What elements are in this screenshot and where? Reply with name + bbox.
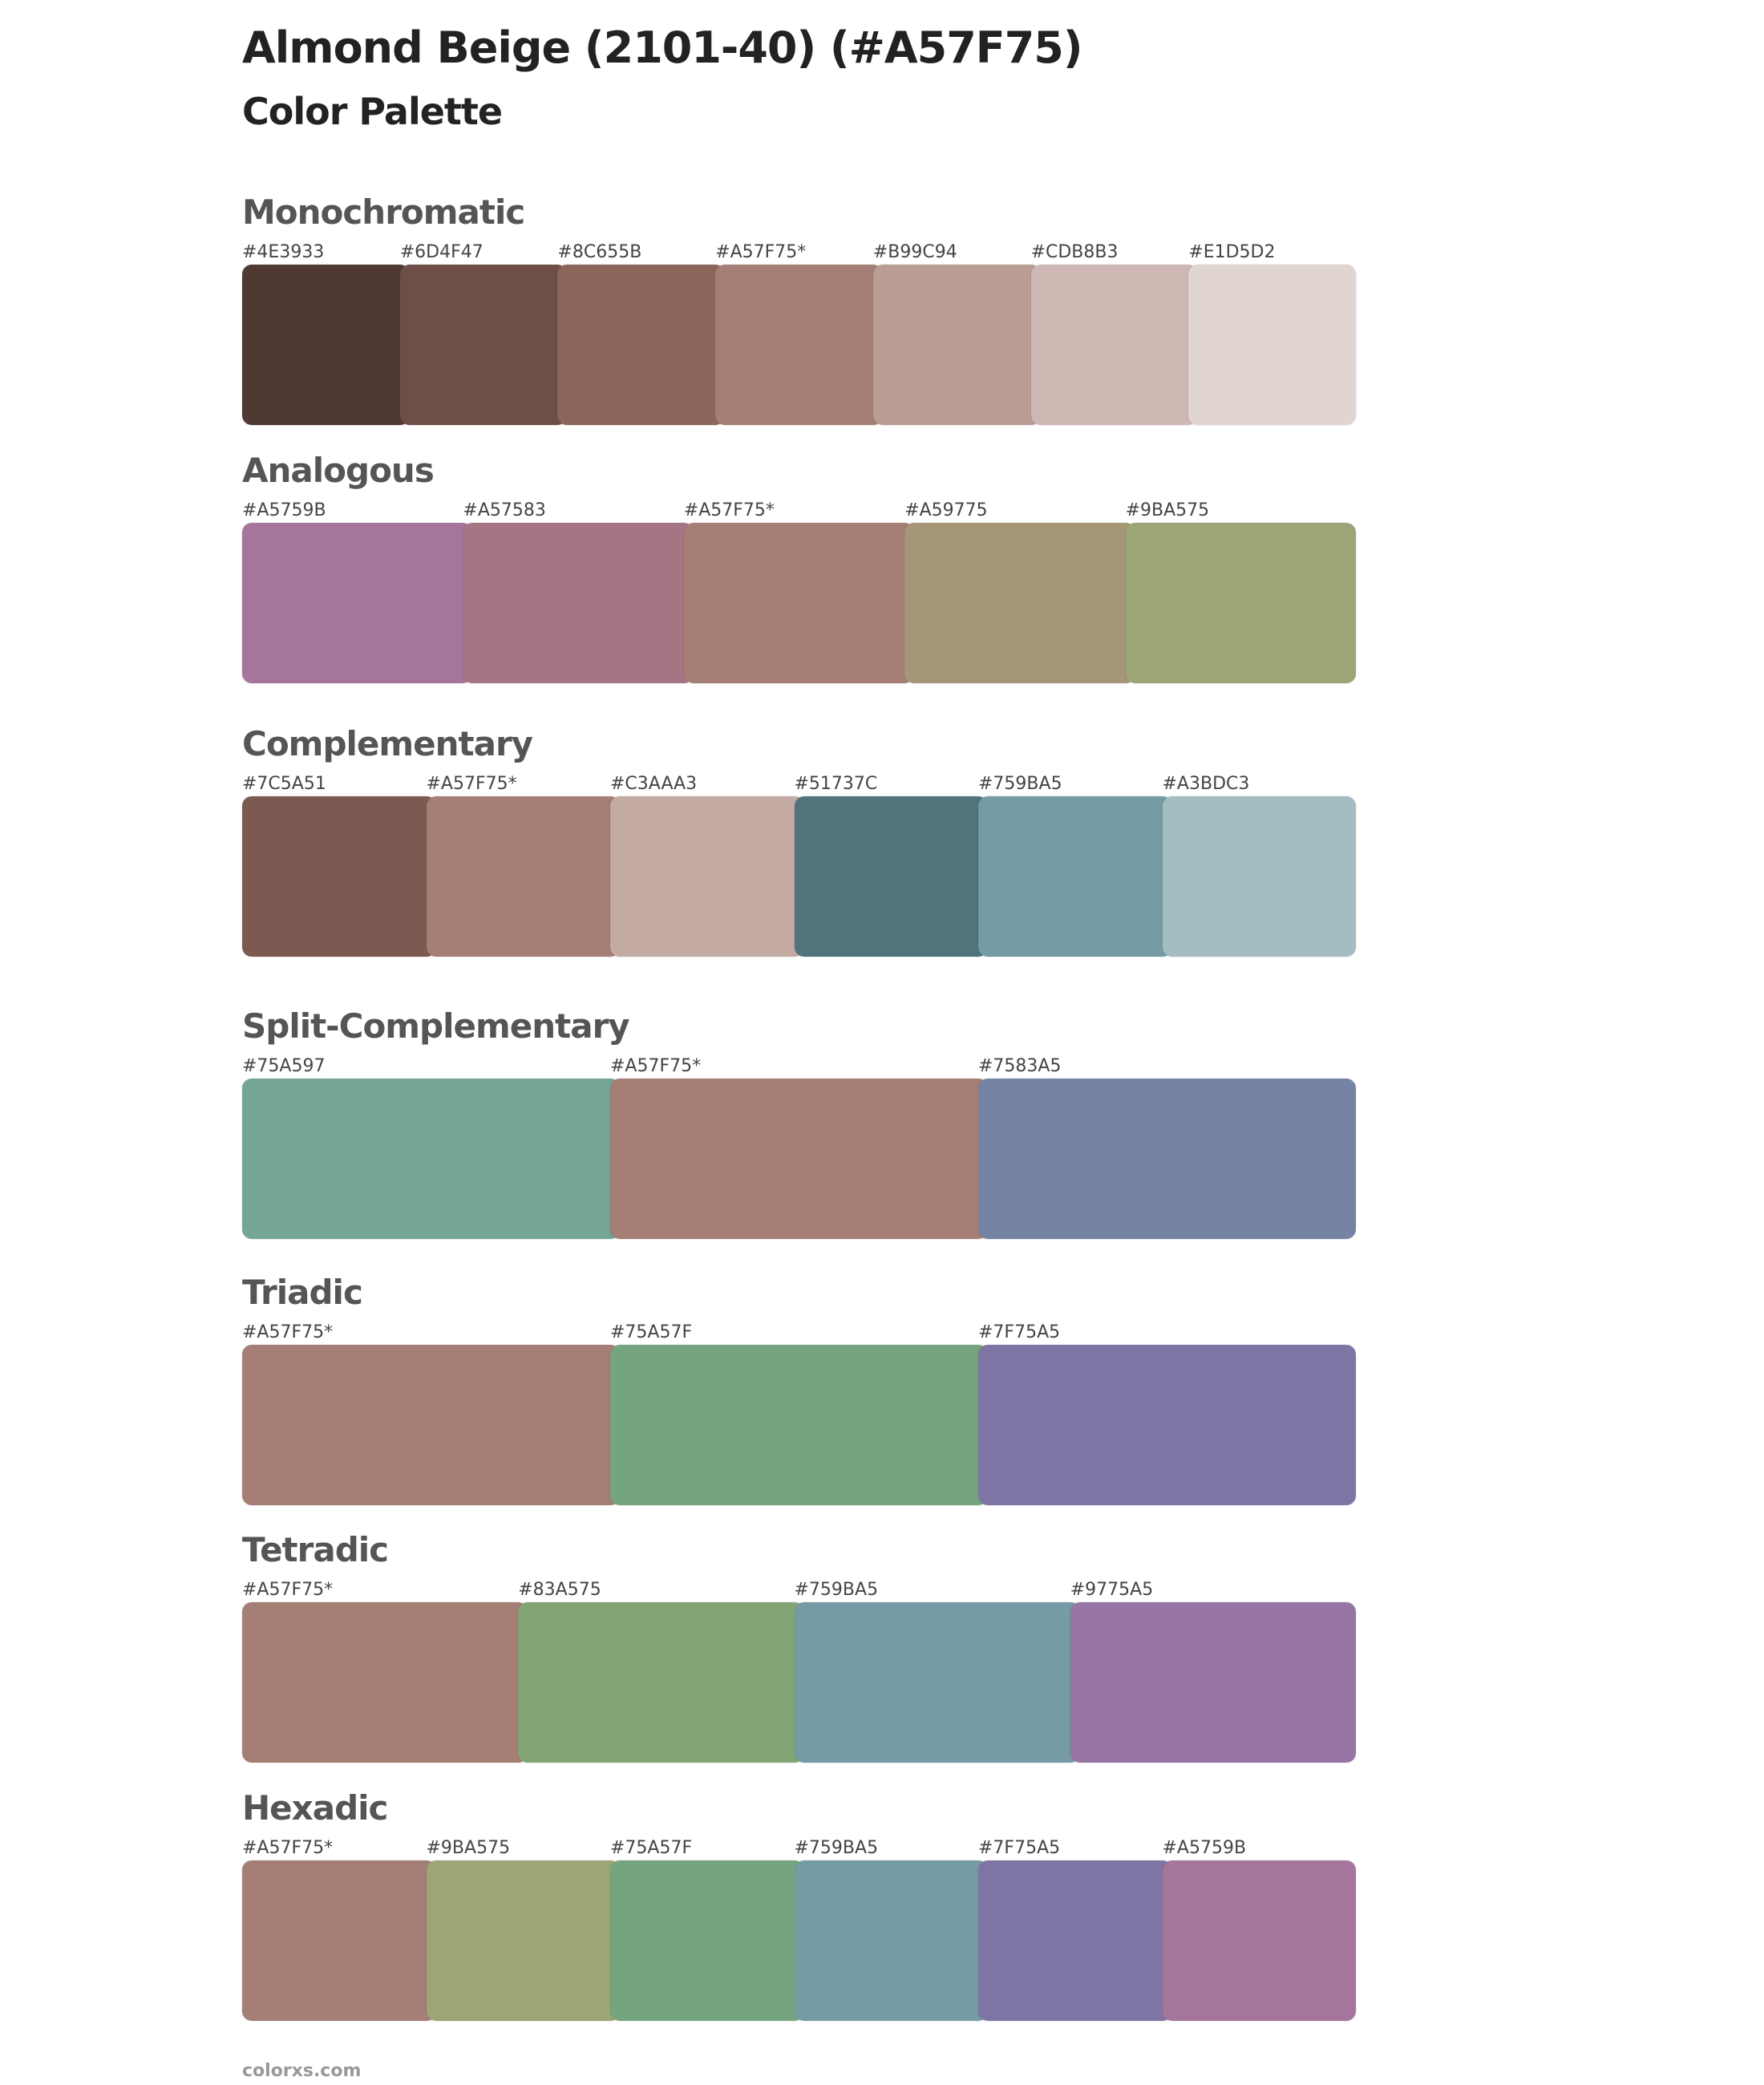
swatch-label: #A57F75* [715, 242, 807, 262]
section-title: Complementary [242, 724, 533, 763]
swatch [794, 1602, 1080, 1763]
page-subtitle: Color Palette [242, 90, 503, 133]
section-title: Hexadic [242, 1788, 388, 1828]
swatch-label: #A57583 [463, 500, 546, 520]
swatch-label: #A57F75* [610, 1056, 702, 1076]
swatch [904, 523, 1135, 683]
section-title: Split-Complementary [242, 1006, 630, 1046]
section-title: Analogous [242, 451, 435, 490]
swatch [557, 265, 726, 425]
swatch [242, 1079, 620, 1239]
swatch-label: #A5759B [242, 500, 326, 520]
swatch [518, 1602, 804, 1763]
swatch [242, 265, 410, 425]
swatch [978, 796, 1172, 957]
swatch-label: #9BA575 [426, 1838, 511, 1858]
swatch [794, 1860, 988, 2021]
swatch-label: #7F75A5 [978, 1322, 1061, 1342]
section-title: Triadic [242, 1273, 363, 1312]
swatch [242, 523, 473, 683]
swatch [242, 1860, 436, 2021]
page-title: Almond Beige (2101-40) (#A57F75) [242, 22, 1083, 73]
swatch [399, 265, 568, 425]
swatch [978, 1860, 1172, 2021]
swatch-label: #A57F75* [242, 1322, 334, 1342]
section-title: Tetradic [242, 1530, 389, 1569]
swatch [610, 1079, 988, 1239]
swatch [1125, 523, 1356, 683]
swatch-label: #7F75A5 [978, 1838, 1061, 1858]
swatch [978, 1079, 1356, 1239]
swatch-label: #9BA575 [1125, 500, 1210, 520]
swatch [610, 1345, 988, 1505]
swatch-label: #9775A5 [1070, 1580, 1154, 1600]
swatch [1030, 265, 1199, 425]
swatch [1188, 265, 1356, 425]
swatch [426, 796, 620, 957]
swatch-label: #A57F75* [683, 500, 775, 520]
swatch [1162, 1860, 1356, 2021]
swatch [683, 523, 915, 683]
swatch-label: #A57F75* [426, 774, 517, 794]
swatch-label: #E1D5D2 [1188, 242, 1276, 262]
swatch-label: #CDB8B3 [1030, 242, 1119, 262]
swatch-label: #759BA5 [794, 1838, 879, 1858]
swatch [715, 265, 883, 425]
swatch-label: #A5759B [1162, 1838, 1247, 1858]
swatch-label: #6D4F47 [399, 242, 483, 262]
swatch-label: #A57F75* [242, 1580, 334, 1600]
swatch-label: #7C5A51 [242, 774, 326, 794]
swatch [426, 1860, 620, 2021]
swatch [1162, 796, 1356, 957]
swatch [242, 1345, 620, 1505]
swatch [1070, 1602, 1356, 1763]
swatch-label: #759BA5 [978, 774, 1062, 794]
swatch-label: #C3AAA3 [610, 774, 698, 794]
swatch [463, 523, 694, 683]
swatch [872, 265, 1041, 425]
swatch-label: #A57F75* [242, 1838, 334, 1858]
swatch-label: #75A57F [610, 1838, 693, 1858]
swatch [978, 1345, 1356, 1505]
footer: colorxs.com [242, 2061, 362, 2081]
swatch-label: #A3BDC3 [1162, 774, 1250, 794]
swatch-label: #759BA5 [794, 1580, 879, 1600]
swatch-label: #A59775 [904, 500, 988, 520]
swatch-label: #B99C94 [872, 242, 957, 262]
swatch-label: #83A575 [518, 1580, 601, 1600]
swatch [610, 796, 804, 957]
swatch-label: #7583A5 [978, 1056, 1062, 1076]
swatch-label: #75A597 [242, 1056, 326, 1076]
section-title: Monochromatic [242, 192, 525, 232]
swatch [242, 796, 436, 957]
swatch-label: #75A57F [610, 1322, 693, 1342]
swatch-label: #51737C [794, 774, 878, 794]
swatch-label: #4E3933 [242, 242, 325, 262]
swatch [794, 796, 988, 957]
swatch-label: #8C655B [557, 242, 642, 262]
swatch [242, 1602, 528, 1763]
swatch [610, 1860, 804, 2021]
